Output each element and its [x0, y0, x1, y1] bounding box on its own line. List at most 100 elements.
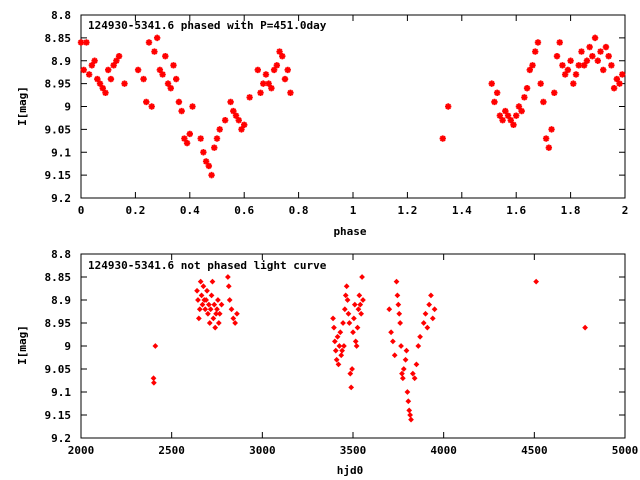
data-point — [77, 39, 85, 46]
y-tick-label: 8.8 — [51, 9, 71, 22]
x-tick-label: 2000 — [68, 444, 95, 457]
data-point — [235, 117, 242, 124]
data-point — [334, 333, 341, 340]
data-point — [102, 89, 109, 96]
data-point — [390, 338, 396, 345]
data-point — [140, 75, 147, 83]
tick-marks: 0 0.2 0.4 0.6 0.8 1 1.2 1.4 1.6 1.8 2 8.8 8.85 8.9 8.9… — [45, 9, 629, 217]
data-point — [561, 71, 569, 78]
data-point — [358, 310, 365, 317]
x-tick-label: 3500 — [340, 444, 367, 457]
data-point — [199, 301, 206, 308]
data-point — [420, 320, 427, 326]
data-point — [616, 80, 623, 87]
data-point — [572, 71, 580, 78]
data-point — [526, 66, 533, 74]
data-point — [353, 343, 360, 349]
data-point — [331, 324, 337, 331]
data-point — [397, 320, 404, 326]
data-point — [270, 66, 278, 74]
data-point — [208, 171, 215, 179]
data-point — [113, 57, 120, 64]
data-point — [347, 370, 354, 377]
data-point — [107, 75, 115, 83]
data-point — [493, 89, 501, 96]
data-point — [393, 278, 400, 285]
y-tick-label: 8.9 — [51, 55, 71, 68]
data-point — [156, 66, 164, 74]
data-point — [205, 310, 211, 317]
data-point — [189, 103, 196, 110]
data-point — [396, 310, 403, 317]
data-point — [287, 89, 294, 96]
data-point — [167, 85, 174, 92]
data-point — [228, 306, 235, 313]
data-point — [551, 89, 558, 96]
data-point — [152, 343, 159, 349]
x-tick-label: 1 — [350, 204, 357, 217]
data-point — [589, 52, 596, 60]
data-point — [338, 352, 345, 359]
data-point — [583, 57, 591, 64]
data-point — [214, 306, 220, 313]
data-point — [196, 315, 202, 322]
data-point — [342, 292, 349, 299]
data-point — [339, 347, 345, 354]
data-point — [181, 135, 188, 142]
data-point — [197, 135, 204, 142]
data-point — [216, 126, 223, 133]
data-point — [105, 66, 112, 74]
data-point — [513, 112, 520, 119]
data-point — [594, 57, 601, 64]
data-point — [548, 126, 555, 133]
data-point — [332, 347, 339, 354]
data-point — [354, 324, 361, 331]
data-point — [411, 375, 418, 382]
x-tick-label: 5000 — [612, 444, 639, 457]
data-point — [559, 62, 566, 69]
data-point — [204, 287, 210, 294]
y-tick-label: 9.2 — [51, 432, 71, 445]
x-tick-label: 0.6 — [234, 204, 254, 217]
data-point — [333, 356, 340, 363]
data-point — [400, 366, 407, 372]
data-point — [351, 301, 358, 308]
y-tick-label: 8.85 — [45, 32, 72, 45]
x-axis-label: hjd0 — [337, 464, 364, 477]
data-point — [529, 62, 536, 69]
data-point — [610, 85, 618, 92]
data-point — [335, 361, 342, 368]
x-tick-label: 3000 — [249, 444, 276, 457]
y-tick-label: 8.8 — [51, 248, 71, 261]
data-point — [202, 158, 210, 165]
data-point — [600, 66, 607, 74]
y-tick-label: 9.05 — [45, 363, 72, 376]
data-point — [197, 278, 204, 285]
data-point — [578, 48, 585, 55]
data-point — [230, 107, 237, 115]
y-tick-label: 8.95 — [45, 317, 72, 330]
data-point — [115, 52, 123, 60]
y-tick-label: 8.85 — [45, 271, 72, 284]
phased-light-curve-panel: 0 0.2 0.4 0.6 0.8 1 1.2 1.4 1.6 1.8 2 8.8 8.85 8.9 8.9… — [16, 9, 628, 238]
data-point — [143, 98, 150, 106]
data-point — [510, 121, 517, 128]
y-tick-label: 8.95 — [45, 78, 72, 91]
data-point — [400, 375, 406, 382]
data-point — [134, 66, 142, 74]
data-point — [284, 66, 291, 74]
data-point — [429, 315, 436, 322]
data-point — [491, 98, 498, 106]
data-point — [404, 389, 411, 395]
data-point — [164, 80, 172, 87]
data-point — [488, 80, 495, 87]
data-point — [262, 71, 270, 78]
data-point — [260, 80, 267, 87]
data-point — [439, 135, 446, 142]
data-point — [212, 324, 219, 331]
data-point — [151, 379, 157, 386]
data-point — [346, 320, 353, 326]
data-point — [352, 338, 359, 345]
data-point — [388, 329, 394, 336]
data-point — [225, 274, 231, 280]
